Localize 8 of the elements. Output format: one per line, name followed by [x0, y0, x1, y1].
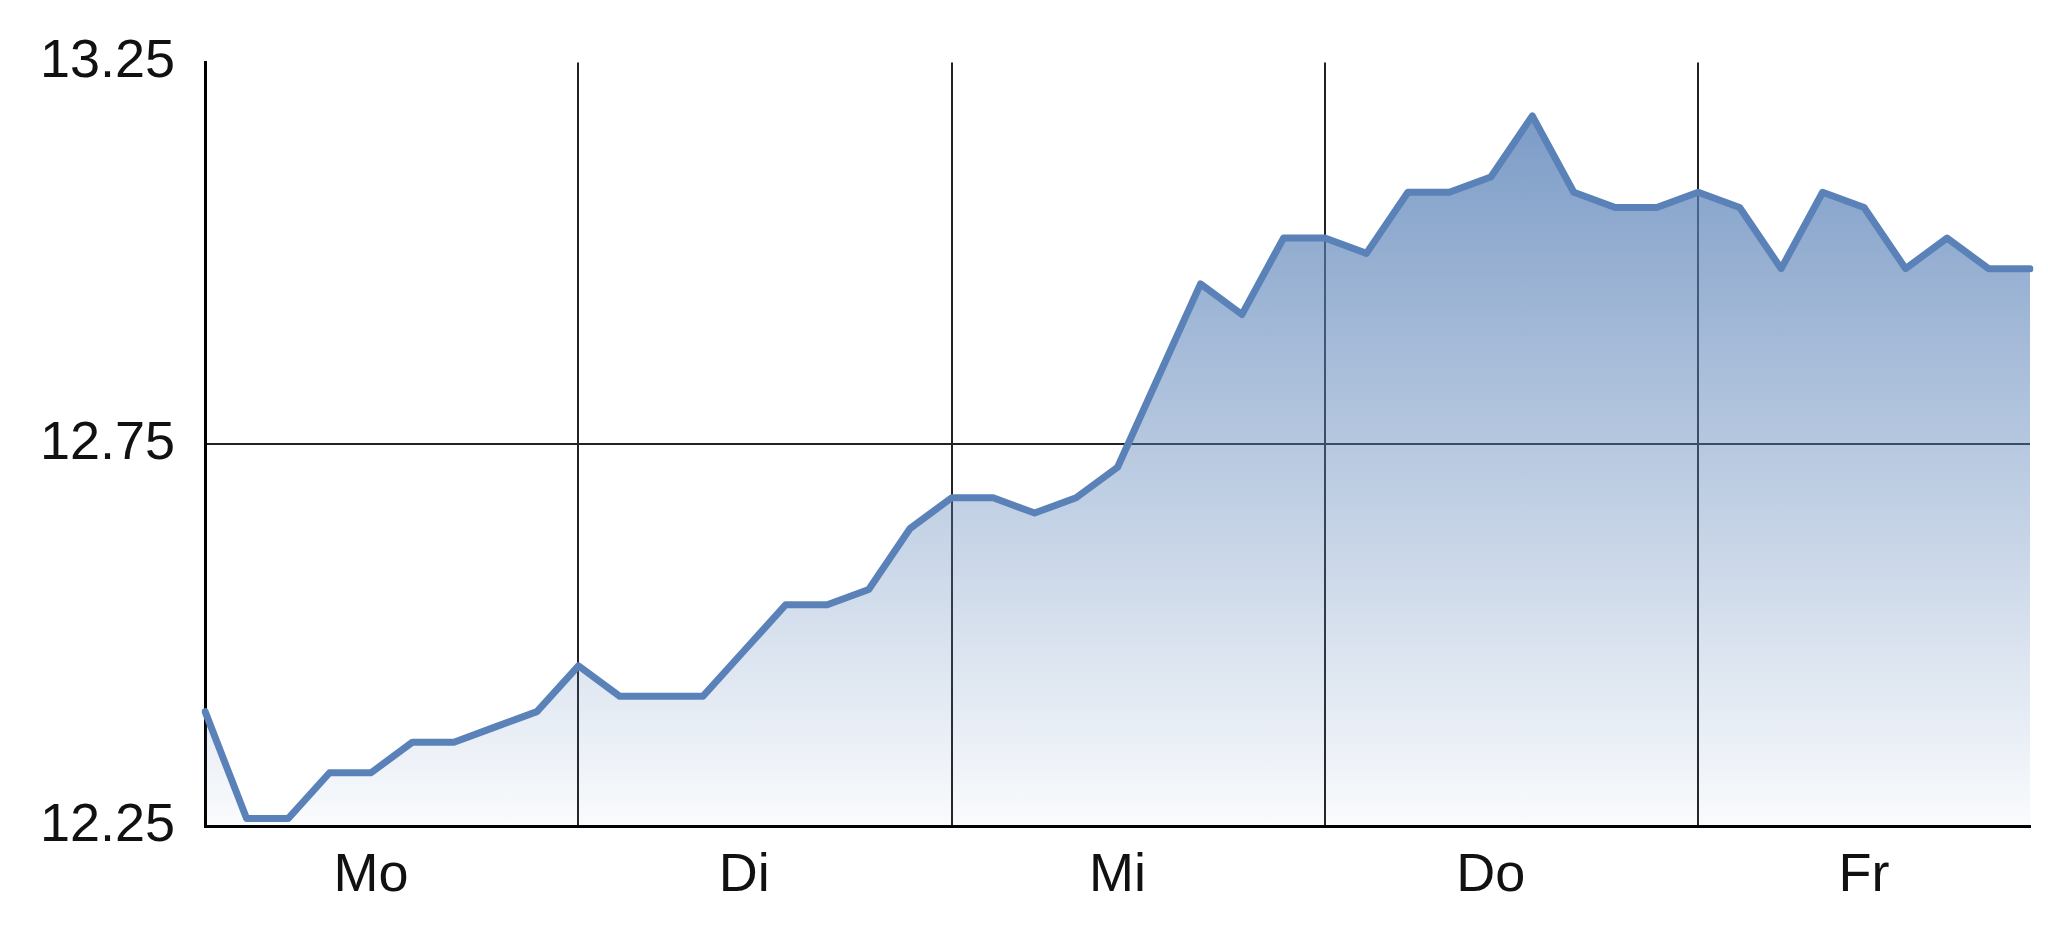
y-tick-label: 12.75 — [39, 410, 176, 471]
x-tick-label: Fr — [1838, 842, 1890, 903]
x-tick-label: Mo — [333, 842, 409, 903]
y-tick-label: 13.25 — [39, 28, 176, 89]
x-tick-label: Do — [1456, 842, 1526, 903]
y-tick-label: 12.25 — [39, 792, 176, 853]
x-tick-label: Di — [718, 842, 770, 903]
x-tick-label: Mi — [1089, 842, 1147, 903]
